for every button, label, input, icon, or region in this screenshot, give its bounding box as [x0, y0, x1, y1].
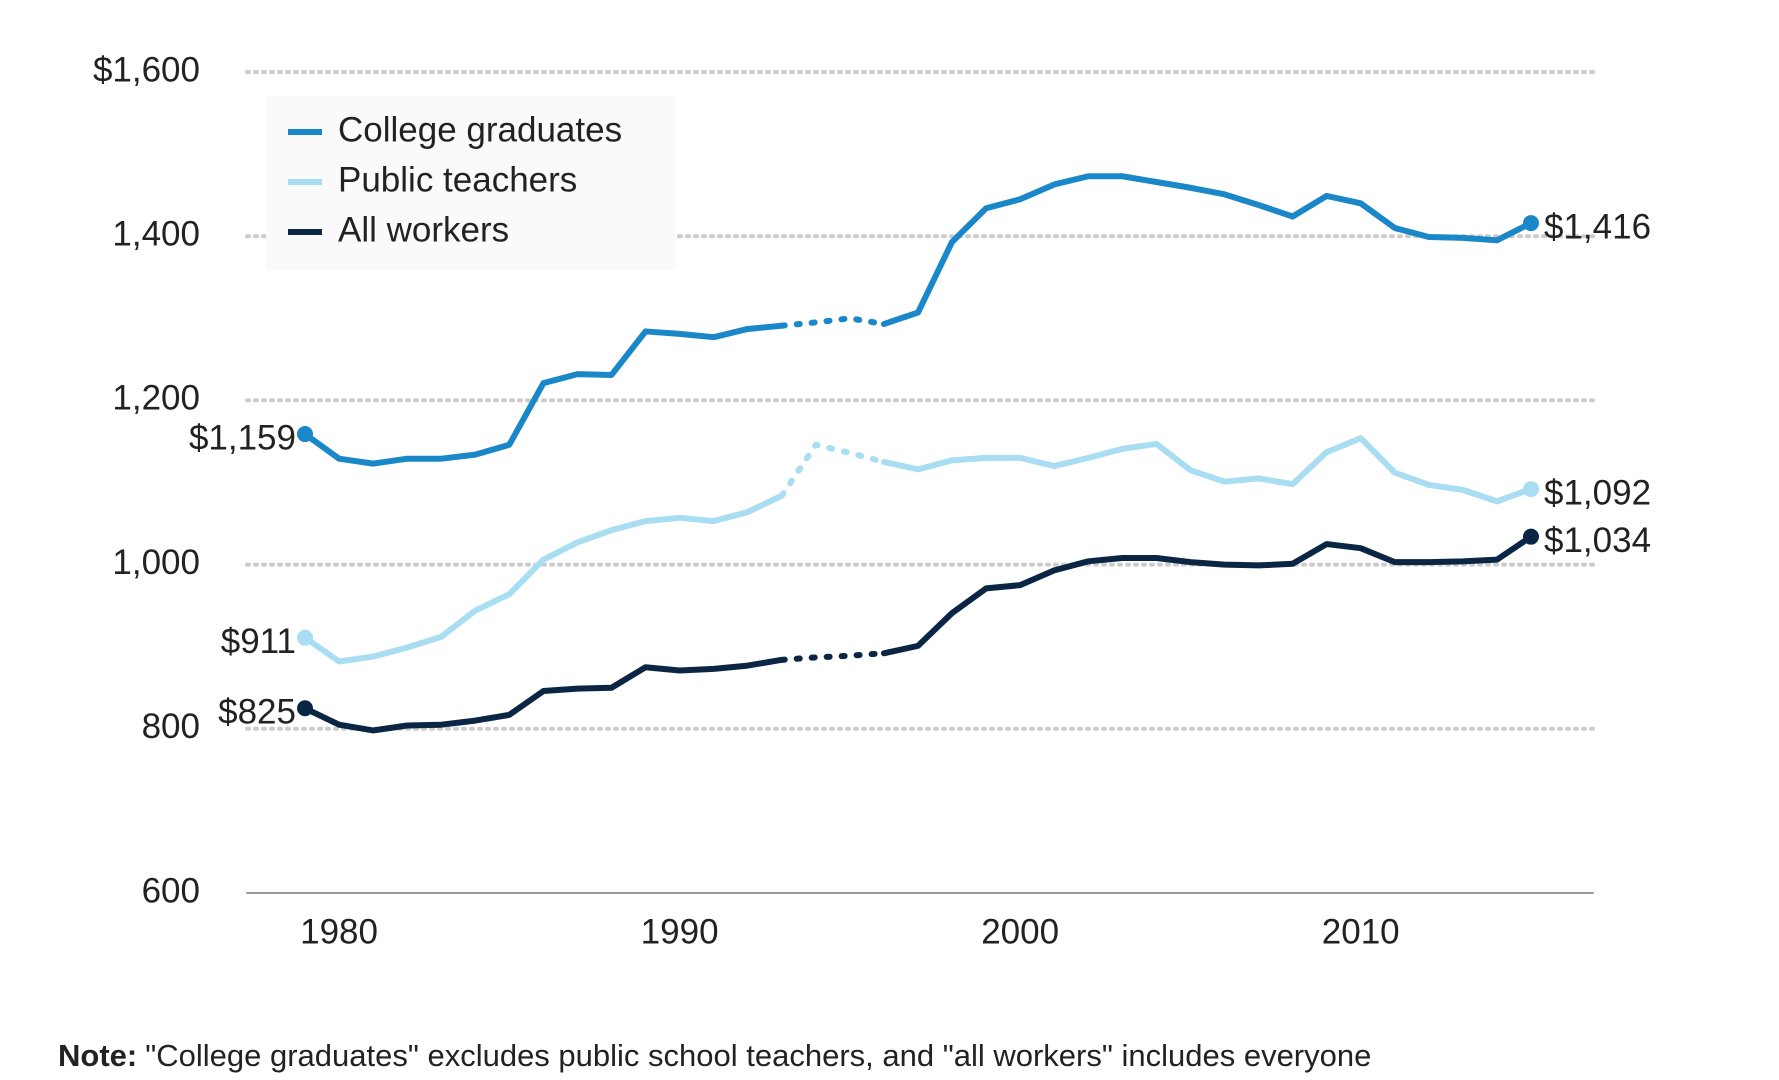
series-line: [302, 492, 785, 665]
end-point: [297, 629, 313, 646]
end-point: [1523, 215, 1539, 232]
end-point: [297, 426, 313, 443]
series-line: [880, 533, 1534, 657]
legend-label: College graduates: [338, 110, 622, 149]
series-line: [778, 441, 887, 499]
end-point: [1523, 481, 1539, 498]
series-line: [880, 435, 1534, 505]
legend-label: Public teachers: [338, 160, 577, 199]
y-tick-label: 1,200: [112, 379, 200, 418]
x-tick-label: 1980: [300, 912, 378, 951]
legend-label: All workers: [338, 210, 509, 249]
value-label: $1,416: [1544, 207, 1651, 246]
y-tick-label: 600: [142, 871, 200, 910]
y-tick-label: 800: [142, 707, 200, 746]
x-tick-label: 2010: [1322, 912, 1400, 951]
x-tick-label: 2000: [981, 912, 1059, 951]
y-tick-label: $1,600: [93, 50, 200, 89]
note: Note: "College graduates" excludes public…: [58, 1038, 1371, 1073]
y-tick-label: 1,400: [112, 214, 200, 253]
value-label: $825: [218, 693, 296, 732]
series-line: [778, 650, 887, 663]
end-point: [297, 700, 313, 717]
series-line: [302, 322, 785, 467]
note-label: Note:: [58, 1038, 137, 1073]
y-tick-label: 1,000: [112, 543, 200, 582]
value-label: $1,034: [1544, 521, 1651, 560]
series-line: [302, 656, 785, 734]
value-label: $1,092: [1544, 473, 1651, 512]
series-line: [778, 315, 887, 329]
x-tick-label: 1990: [641, 912, 719, 951]
note-text: "College graduates" excludes public scho…: [145, 1038, 1371, 1073]
legend-box: [266, 96, 676, 270]
value-label: $911: [221, 622, 296, 661]
value-label: $1,159: [189, 418, 296, 457]
series-line: [880, 173, 1534, 328]
end-point: [1523, 528, 1539, 545]
